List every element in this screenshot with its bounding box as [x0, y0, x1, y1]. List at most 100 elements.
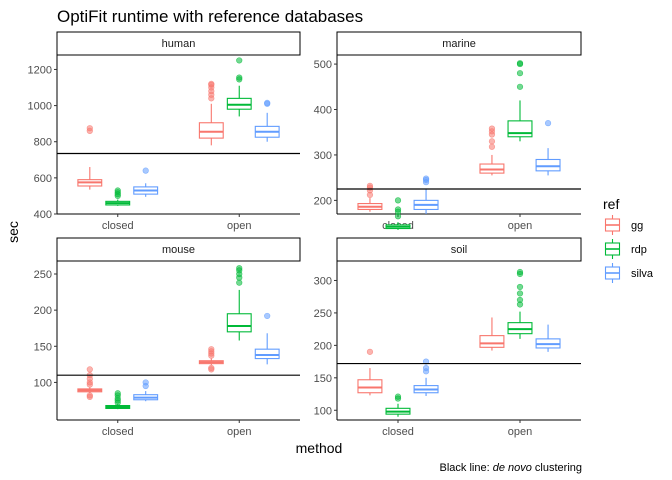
y-tick-label: 300 — [314, 275, 332, 287]
legend-label-rdp: rdp — [631, 244, 647, 256]
y-tick-label: 250 — [314, 308, 332, 320]
outlier-point — [142, 379, 149, 386]
x-axis-title: method — [296, 440, 343, 456]
outlier-point — [366, 182, 374, 189]
panel-human: human 400 600 800 1000 1200 closed open — [28, 31, 301, 232]
outlier-point — [422, 175, 430, 182]
panel-marine: marine200300400500closedopen — [314, 31, 582, 232]
y-tick-label: 500 — [314, 59, 332, 71]
outlier-point — [86, 125, 93, 132]
outlier-point — [422, 364, 430, 372]
x-tick-label: open — [508, 426, 532, 438]
strip-mouse — [56, 237, 301, 262]
y-axis-title: sec — [5, 221, 21, 243]
y-tick-label: 150 — [314, 373, 332, 385]
x-tick-label: closed — [102, 426, 134, 438]
legend-label-silva: silva — [631, 268, 654, 280]
box-open-silva — [535, 324, 561, 352]
outlier-point — [544, 120, 552, 127]
outlier-point — [516, 296, 524, 304]
outlier-point — [114, 187, 121, 194]
outlier-point — [488, 125, 496, 132]
box-iqr — [357, 379, 383, 394]
y-tick-label: 300 — [314, 150, 332, 162]
box-closed-gg — [77, 366, 103, 400]
x-tick-label: open — [227, 220, 251, 232]
outlier-point — [236, 74, 243, 81]
caption-suffix: clustering — [532, 462, 582, 474]
box-closed-silva — [413, 175, 439, 214]
box-closed-rdp — [105, 187, 131, 206]
box-open-gg — [198, 80, 224, 146]
box-iqr — [226, 313, 252, 333]
y-tick-label: 200 — [34, 305, 52, 317]
outlier-point — [142, 167, 149, 174]
outlier-point — [516, 290, 524, 297]
y-tick-label: 1000 — [28, 101, 52, 113]
outlier-point — [516, 83, 524, 90]
outlier-point — [208, 364, 215, 372]
strip-soil — [336, 237, 582, 262]
box-closed-gg — [357, 348, 383, 396]
outlier-point — [264, 99, 271, 106]
strip-marine — [336, 31, 582, 56]
box-open-rdp — [226, 265, 252, 341]
outlier-point — [86, 366, 93, 373]
box-closed-silva — [413, 358, 439, 396]
outlier-point — [516, 268, 524, 276]
box-iqr — [479, 335, 505, 348]
caption-italic: de novo — [493, 462, 532, 474]
box-open-gg — [479, 125, 505, 176]
outlier-point — [86, 392, 93, 399]
y-tick-label: 200 — [314, 340, 332, 352]
y-tick-label: 600 — [34, 173, 52, 185]
strip-label-marine: marine — [442, 38, 476, 50]
panel-mouse: mouse 100 150 200 250 closed open — [34, 237, 301, 438]
outlier-point — [236, 265, 243, 272]
box-closed-gg — [357, 182, 383, 212]
outlier-point — [366, 348, 374, 355]
legend: ref gg rdp silva — [603, 196, 654, 283]
outlier-point — [488, 143, 496, 150]
box-open-rdp — [226, 57, 252, 117]
outlier-point — [208, 80, 215, 88]
box-closed-rdp — [385, 393, 411, 417]
x-tick-label: closed — [382, 426, 414, 438]
outlier-point — [236, 57, 243, 64]
box-open-silva — [535, 120, 561, 176]
box-open-silva — [254, 312, 280, 365]
box-closed-gg — [77, 125, 103, 190]
box-open-rdp — [507, 60, 533, 142]
x-tick-label: closed — [102, 220, 134, 232]
y-tick-label: 800 — [34, 137, 52, 149]
box-iqr — [535, 158, 561, 172]
y-tick-label: 250 — [34, 269, 52, 281]
caption-prefix: Black line: — [440, 462, 493, 474]
outlier-point — [516, 60, 524, 67]
outlier-point — [394, 197, 402, 204]
box-closed-silva — [133, 379, 159, 402]
y-tick-label: 400 — [34, 209, 52, 221]
x-tick-label: open — [227, 426, 251, 438]
strip-label-soil: soil — [451, 244, 468, 256]
strip-human — [56, 31, 301, 56]
legend-label-gg: gg — [631, 220, 643, 232]
legend-entry-gg: gg — [604, 215, 643, 235]
box-closed-silva — [133, 167, 159, 197]
caption: Black line: de novo clustering — [440, 462, 583, 474]
strip-label-human: human — [162, 38, 196, 50]
box-open-gg — [479, 317, 505, 351]
y-tick-label: 200 — [314, 195, 332, 207]
box-iqr — [198, 122, 224, 139]
box-iqr — [507, 120, 533, 138]
outlier-point — [208, 346, 215, 353]
outlier-point — [394, 206, 402, 213]
legend-entry-silva: silva — [604, 263, 654, 283]
facet-panels: human 400 600 800 1000 1200 closed open marine 20… — [28, 31, 582, 438]
legend-title: ref — [603, 196, 619, 212]
box-closed-rdp — [105, 390, 131, 410]
box-open-rdp — [507, 268, 533, 339]
outlier-point — [114, 390, 121, 397]
outlier-point — [394, 393, 402, 400]
